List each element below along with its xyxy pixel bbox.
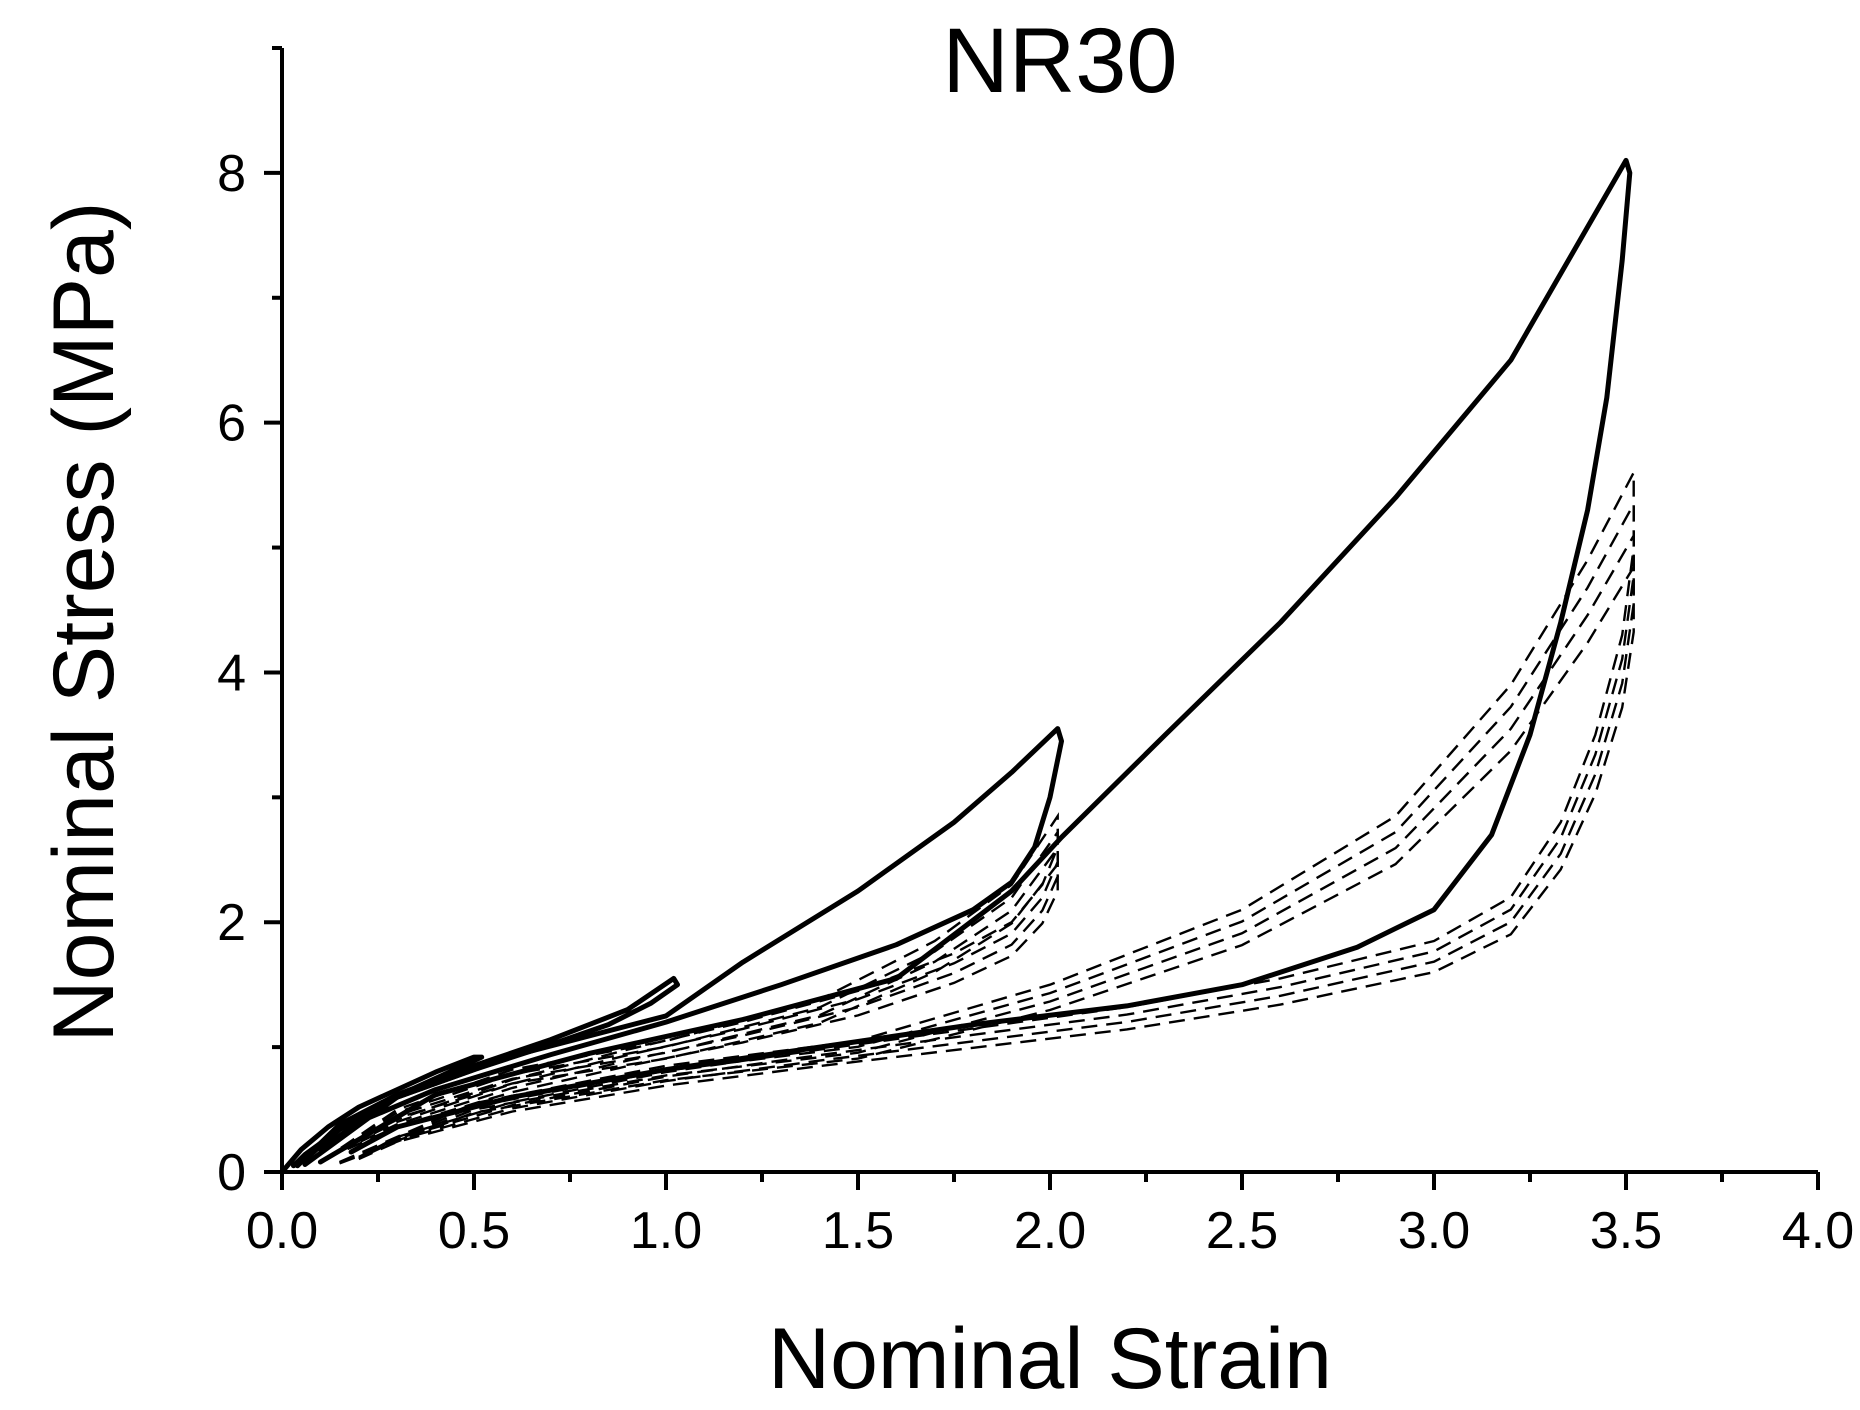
y-tick-label: 2 <box>217 894 246 952</box>
series-2 <box>302 726 1064 1167</box>
series-5-repeat-1 <box>339 503 1635 1164</box>
x-tick-label: 0.5 <box>438 1202 510 1260</box>
series-layer <box>279 157 1635 1175</box>
x-tick-label: 4.0 <box>1782 1202 1854 1260</box>
y-tick-label: 8 <box>217 145 246 203</box>
x-tick-label: 2.5 <box>1206 1202 1278 1260</box>
series-4-repeat-3 <box>319 860 1059 1165</box>
series-5-repeat-3 <box>339 562 1635 1165</box>
y-axis-label: Nominal Stress (MPa) <box>36 201 132 1042</box>
series-5-repeat-2 <box>339 531 1635 1165</box>
series-4-repeat-1 <box>319 828 1059 1164</box>
series-4-repeat-0 <box>319 812 1059 1163</box>
series-3 <box>317 157 1633 1165</box>
x-tick-label: 3.0 <box>1398 1202 1470 1260</box>
y-tick-label: 6 <box>217 395 246 453</box>
series-5-repeat-0 <box>339 472 1635 1164</box>
chart-title: NR30 <box>942 10 1177 112</box>
x-tick-label: 2.0 <box>1014 1202 1086 1260</box>
x-tick-label: 1.5 <box>822 1202 894 1260</box>
axis-ticks: 0.0 0.5 1.0 1.5 2.0 2.5 3.0 3.5 4.0 0 2 4 6 8 <box>217 46 1854 1260</box>
x-axis-label: Nominal Strain <box>768 1311 1332 1407</box>
y-tick-label: 4 <box>217 644 246 702</box>
y-tick-label: 0 <box>217 1144 246 1202</box>
series-4-repeat-2 <box>319 844 1059 1164</box>
x-tick-label: 1.0 <box>630 1202 702 1260</box>
x-tick-label: 3.5 <box>1590 1202 1662 1260</box>
x-tick-label: 0.0 <box>246 1202 318 1260</box>
